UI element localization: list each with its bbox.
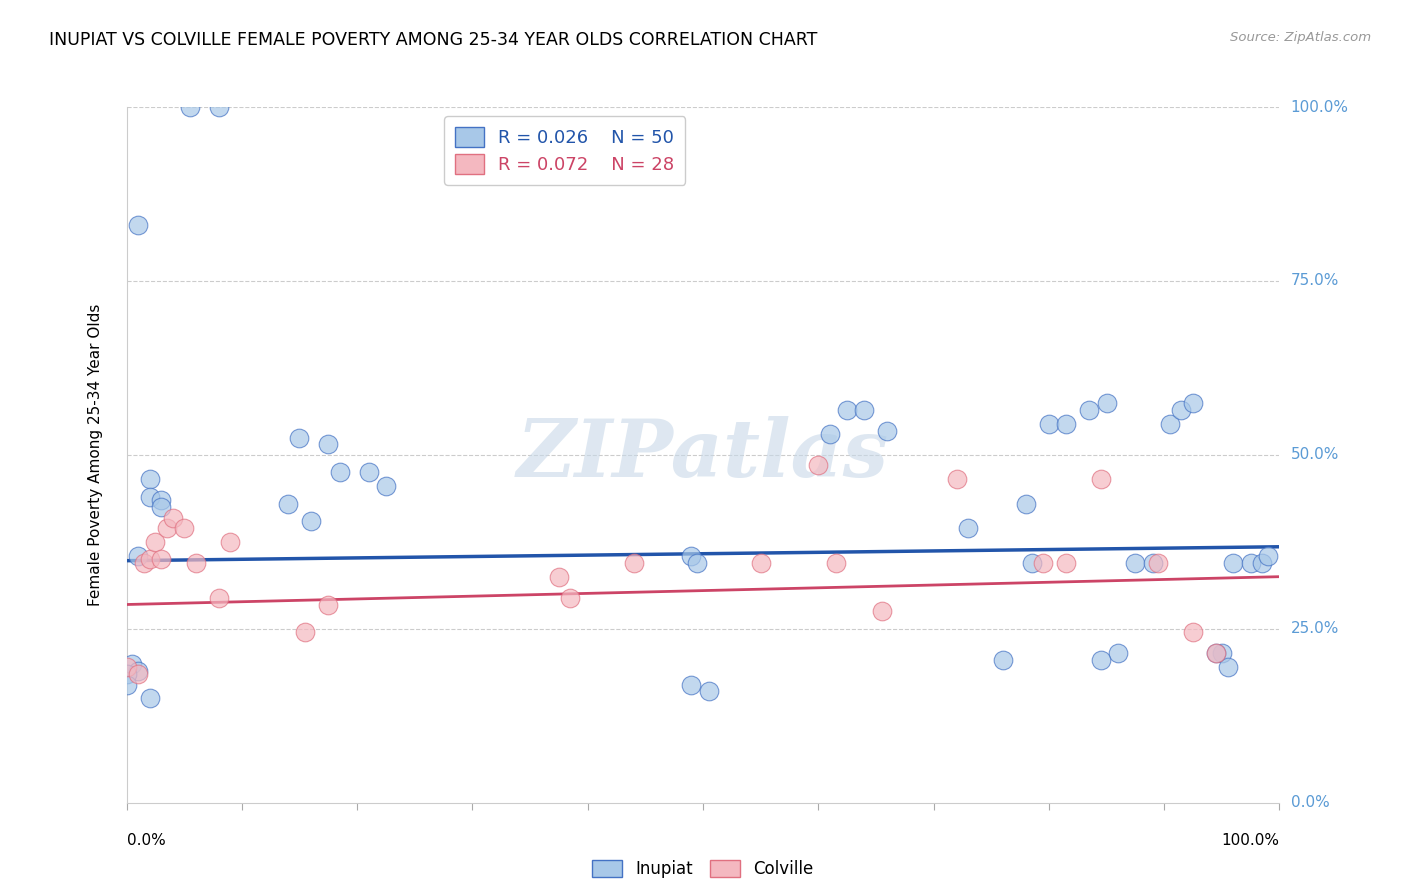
Point	[1021, 556, 1043, 570]
Point	[127, 549, 149, 563]
Point	[162, 510, 184, 524]
Point	[316, 598, 339, 612]
Text: INUPIAT VS COLVILLE FEMALE POVERTY AMONG 25-34 YEAR OLDS CORRELATION CHART: INUPIAT VS COLVILLE FEMALE POVERTY AMONG…	[49, 31, 817, 49]
Point	[150, 500, 173, 514]
Point	[1239, 556, 1261, 570]
Point	[686, 556, 709, 570]
Point	[316, 437, 339, 451]
Text: ZIPatlas: ZIPatlas	[517, 417, 889, 493]
Point	[1147, 556, 1170, 570]
Point	[299, 514, 322, 528]
Point	[184, 556, 207, 570]
Point	[1222, 556, 1244, 570]
Y-axis label: Female Poverty Among 25-34 Year Olds: Female Poverty Among 25-34 Year Olds	[89, 304, 103, 606]
Point	[357, 466, 380, 480]
Point	[156, 521, 179, 535]
Text: Source: ZipAtlas.com: Source: ZipAtlas.com	[1230, 31, 1371, 45]
Point	[623, 556, 645, 570]
Point	[329, 466, 352, 480]
Legend: Inupiat, Colville: Inupiat, Colville	[586, 854, 820, 885]
Point	[1142, 556, 1164, 570]
Point	[138, 552, 160, 566]
Text: 100.0%: 100.0%	[1291, 100, 1348, 114]
Point	[681, 677, 703, 691]
Point	[547, 570, 569, 584]
Point	[945, 472, 967, 486]
Point	[876, 424, 898, 438]
Point	[835, 402, 858, 417]
Point	[115, 667, 138, 681]
Point	[991, 653, 1014, 667]
Point	[127, 667, 149, 681]
Text: 100.0%: 100.0%	[1222, 833, 1279, 848]
Point	[138, 691, 160, 706]
Point	[957, 521, 980, 535]
Point	[1054, 556, 1077, 570]
Point	[150, 493, 173, 508]
Point	[1257, 549, 1279, 563]
Point	[1181, 625, 1204, 640]
Point	[374, 479, 398, 493]
Point	[127, 664, 149, 678]
Point	[1032, 556, 1054, 570]
Point	[121, 657, 143, 671]
Point	[1015, 497, 1038, 511]
Point	[749, 556, 772, 570]
Point	[1211, 646, 1233, 660]
Point	[818, 427, 841, 442]
Point	[1216, 660, 1239, 674]
Point	[219, 535, 242, 549]
Point	[1251, 556, 1274, 570]
Point	[208, 591, 231, 605]
Point	[115, 677, 138, 691]
Point	[1095, 396, 1118, 410]
Point	[1170, 402, 1192, 417]
Point	[1078, 402, 1101, 417]
Point	[681, 549, 703, 563]
Point	[1181, 396, 1204, 410]
Text: 0.0%: 0.0%	[127, 833, 166, 848]
Point	[294, 625, 316, 640]
Point	[1205, 646, 1227, 660]
Point	[824, 556, 846, 570]
Point	[208, 100, 231, 114]
Point	[1038, 417, 1060, 431]
Point	[1205, 646, 1227, 660]
Point	[179, 100, 201, 114]
Point	[870, 605, 893, 619]
Point	[288, 431, 311, 445]
Point	[1054, 417, 1077, 431]
Point	[138, 490, 160, 504]
Point	[1090, 653, 1112, 667]
Point	[145, 535, 166, 549]
Point	[1107, 646, 1129, 660]
Point	[1123, 556, 1146, 570]
Point	[277, 497, 299, 511]
Text: 25.0%: 25.0%	[1291, 622, 1339, 636]
Point	[853, 402, 876, 417]
Point	[173, 521, 195, 535]
Point	[132, 556, 155, 570]
Point	[138, 472, 160, 486]
Point	[150, 552, 173, 566]
Point	[807, 458, 830, 473]
Text: 75.0%: 75.0%	[1291, 274, 1339, 288]
Point	[560, 591, 582, 605]
Text: 50.0%: 50.0%	[1291, 448, 1339, 462]
Point	[127, 219, 149, 233]
Point	[115, 660, 138, 674]
Point	[697, 684, 720, 698]
Point	[1159, 417, 1181, 431]
Text: 0.0%: 0.0%	[1291, 796, 1329, 810]
Point	[1090, 472, 1112, 486]
